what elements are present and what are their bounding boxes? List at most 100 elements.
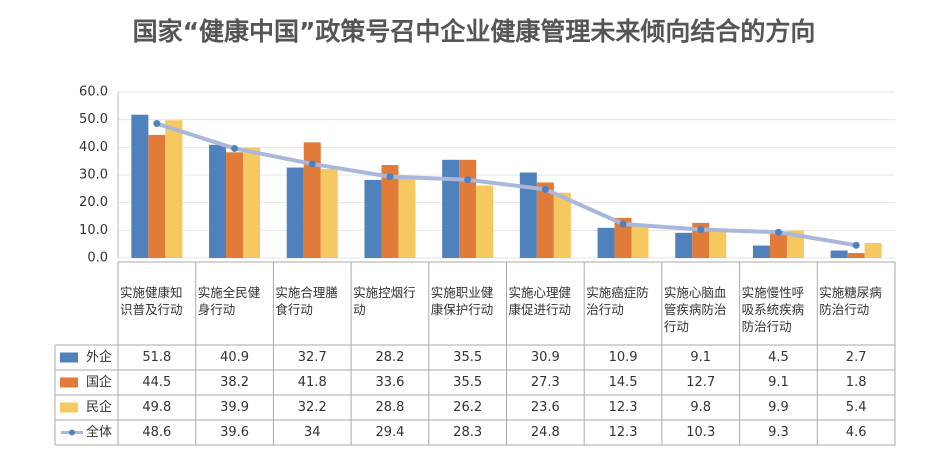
table-value: 39.6	[220, 425, 249, 440]
y-tick-label: 20.0	[79, 195, 108, 210]
table-value: 2.7	[846, 350, 867, 365]
y-tick-label: 60.0	[79, 85, 108, 100]
bar	[148, 134, 166, 258]
bar	[226, 152, 244, 258]
table-value: 9.8	[690, 400, 711, 415]
legend-label: 国企	[86, 374, 112, 390]
table-value: 48.6	[142, 425, 171, 440]
legend-swatch	[60, 377, 78, 388]
bar	[131, 114, 149, 258]
bar	[442, 159, 460, 258]
category-label: 实施癌症防治行动	[586, 285, 649, 317]
legend-swatch	[60, 352, 78, 363]
y-tick-label: 50.0	[79, 112, 108, 127]
table-value: 40.9	[220, 350, 249, 365]
bar	[709, 230, 727, 258]
bar	[536, 182, 554, 258]
table-value: 49.8	[142, 400, 171, 415]
table-value: 38.2	[220, 375, 249, 390]
table-value: 28.8	[375, 400, 404, 415]
table-value: 9.9	[768, 400, 789, 415]
table-value: 28.2	[375, 350, 404, 365]
legend-swatch	[69, 429, 75, 436]
bar	[830, 250, 848, 258]
line-marker	[231, 144, 239, 152]
category-label: 实施合理膳食行动	[275, 285, 338, 317]
line-marker	[386, 173, 394, 181]
table-value: 44.5	[142, 375, 171, 390]
bar	[519, 172, 537, 258]
line-marker	[697, 226, 705, 234]
bar	[752, 245, 770, 258]
bar	[381, 165, 399, 258]
y-tick-label: 10.0	[79, 223, 108, 238]
category-label: 实施控烟行动	[353, 285, 416, 317]
line-marker	[774, 228, 782, 236]
legend-swatch	[60, 402, 78, 413]
bar	[769, 232, 787, 258]
table-value: 39.9	[220, 400, 249, 415]
bar	[864, 243, 882, 258]
category-label: 实施健康知识普及行动	[120, 285, 183, 317]
table-value: 35.5	[453, 375, 482, 390]
table-value: 4.5	[768, 350, 789, 365]
line-marker	[852, 241, 860, 249]
table-value: 28.3	[453, 425, 482, 440]
y-tick-label: 40.0	[79, 140, 108, 155]
chart-title: 国家“健康中国”政策号召中企业健康管理未来倾向结合的方向	[133, 17, 816, 46]
bar	[209, 144, 227, 258]
line-marker	[464, 176, 472, 184]
bar	[459, 159, 477, 258]
bar	[597, 227, 615, 258]
table-value: 10.9	[609, 350, 638, 365]
bar	[553, 192, 571, 258]
table-value: 41.8	[298, 375, 327, 390]
table-value: 24.8	[531, 425, 560, 440]
bar	[320, 168, 338, 258]
bar	[364, 179, 382, 258]
y-tick-label: 30.0	[79, 168, 108, 183]
legend-label: 全体	[86, 424, 112, 440]
y-tick-label: 0.0	[87, 251, 108, 266]
bar	[675, 232, 693, 258]
table-value: 26.2	[453, 400, 482, 415]
table-value: 32.7	[298, 350, 327, 365]
table-value: 12.7	[686, 375, 715, 390]
bar	[476, 185, 494, 258]
table-value: 4.6	[846, 425, 867, 440]
table-value: 23.6	[531, 400, 560, 415]
bar	[631, 223, 649, 258]
category-label: 实施慢性呼吸系统疾病防治行动	[741, 285, 805, 334]
table-value: 34	[304, 425, 321, 440]
table-value: 10.3	[686, 425, 715, 440]
table-value: 9.3	[768, 425, 789, 440]
bar	[398, 178, 416, 258]
table-value: 32.2	[298, 400, 327, 415]
line-marker	[541, 185, 549, 193]
table-value: 33.6	[375, 375, 404, 390]
category-label: 实施职业健康保护行动	[430, 285, 494, 317]
table-value: 5.4	[846, 400, 867, 415]
category-label: 实施全民健身行动	[197, 285, 261, 317]
category-label: 实施心脑血管疾病防治行动	[663, 285, 727, 334]
table-value: 51.8	[142, 350, 171, 365]
bar	[303, 142, 321, 258]
line-marker	[619, 220, 627, 228]
bar	[243, 147, 261, 258]
legend-label: 外企	[86, 349, 112, 365]
bar	[165, 120, 183, 258]
table-value: 12.3	[609, 400, 638, 415]
table-value: 27.3	[531, 375, 560, 390]
legend-label: 民企	[86, 399, 112, 415]
table-value: 9.1	[690, 350, 711, 365]
line-marker	[153, 120, 161, 128]
bar	[614, 217, 632, 258]
table-value: 9.1	[768, 375, 789, 390]
line-series	[156, 121, 857, 248]
category-label: 实施心理健康促进行动	[508, 285, 572, 317]
bar	[847, 253, 865, 258]
table-value: 1.8	[846, 375, 867, 390]
line-marker	[308, 160, 316, 168]
